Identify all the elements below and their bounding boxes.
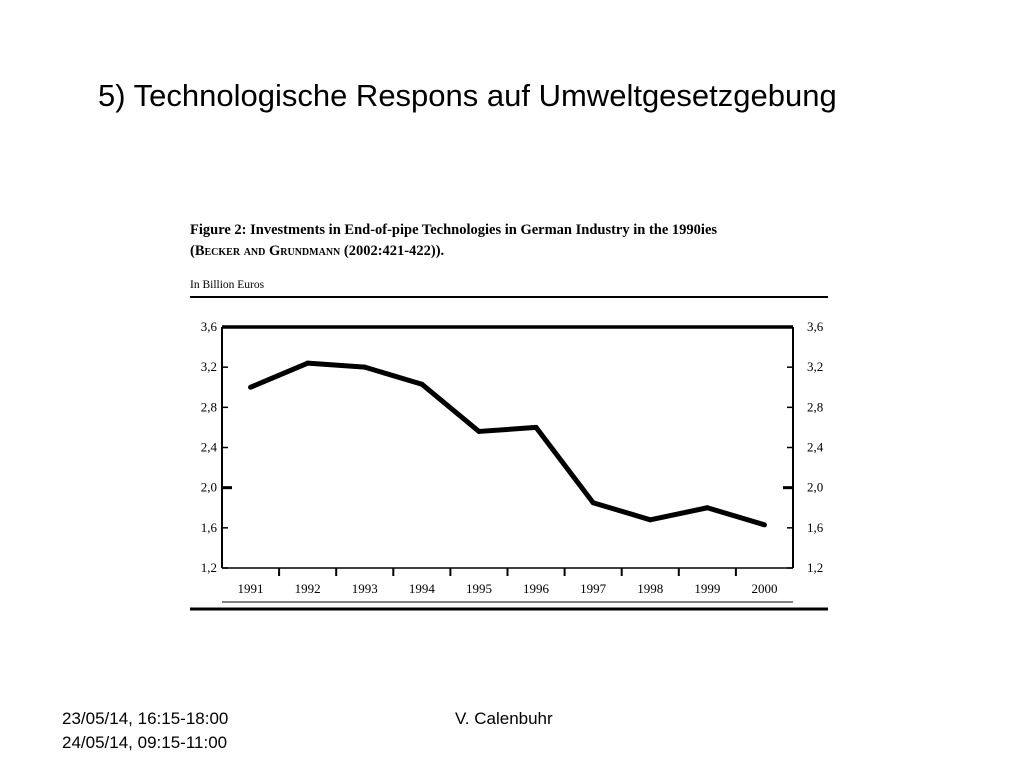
- data-point: [362, 364, 368, 370]
- x-tick-label: 1994: [409, 581, 436, 596]
- footer-author: V. Calenbuhr: [455, 709, 553, 728]
- data-point: [590, 500, 596, 506]
- y-tick-label-left: 2,4: [201, 440, 218, 455]
- x-tick-label: 1998: [637, 581, 663, 596]
- y-tick-label-left: 2,0: [201, 480, 217, 495]
- data-point: [248, 384, 254, 390]
- y-tick-label-left: 1,2: [201, 560, 217, 575]
- y-tick-label-left: 1,6: [201, 520, 218, 535]
- chart-title-authors: Becker and Grundmann: [194, 243, 341, 259]
- footer-date-2: 24/05/14, 09:15-11:00: [62, 733, 228, 752]
- x-tick-label: 2000: [751, 581, 777, 596]
- series-line: [249, 360, 766, 528]
- line-chart: 1,2 1,2 1,6 1,6 2,0 2,0 2,4 2,4 2,8 2,8 3,2 3,2 3,6 3…: [190, 296, 828, 611]
- y-tick-label-right: 2,4: [807, 440, 824, 455]
- y-tick-label-left: 3,2: [201, 359, 217, 374]
- y-tick-label-right: 3,6: [807, 319, 824, 334]
- x-tick-label: 1997: [580, 581, 607, 596]
- y-tick-label-right: 1,6: [807, 520, 824, 535]
- data-point: [761, 522, 767, 528]
- x-tick-label: 1996: [523, 581, 550, 596]
- y-tick-label-left: 2,8: [201, 399, 217, 414]
- chart-title-line2: (Becker and Grundmann (2002:421-422)).: [190, 241, 717, 262]
- data-point: [704, 505, 710, 511]
- chart-title-line1: Figure 2: Investments in End-of-pipe Tec…: [190, 222, 718, 238]
- footer-date-1: 23/05/14, 16:15-18:00: [62, 709, 229, 728]
- y-tick-label-right: 2,0: [807, 480, 823, 495]
- x-tick-label: 1993: [352, 581, 378, 596]
- data-point: [647, 517, 653, 523]
- chart-title-line2-pre: (: [190, 243, 195, 259]
- x-tick-label: 1999: [694, 581, 720, 596]
- x-tick-label: 1995: [466, 581, 492, 596]
- slide-title: 5) Technologische Respons auf Umweltgese…: [98, 78, 837, 113]
- x-tick-label: 1992: [295, 581, 321, 596]
- y-tick-label-right: 1,2: [807, 560, 823, 575]
- y-tick-label-right: 3,2: [807, 359, 823, 374]
- data-point: [476, 428, 482, 434]
- y-tick-label-right: 2,8: [807, 399, 823, 414]
- y-tick-label-left: 3,6: [201, 319, 218, 334]
- chart-figure: Figure 2: Investments in End-of-pipe Tec…: [188, 216, 838, 626]
- data-point: [305, 360, 311, 366]
- x-tick-label: 1991: [238, 581, 264, 596]
- footer-dates: 23/05/14, 16:15-18:00 24/05/14, 09:15-11…: [62, 707, 228, 755]
- data-point: [419, 381, 425, 387]
- chart-title: Figure 2: Investments in End-of-pipe Tec…: [190, 220, 717, 262]
- chart-title-line2-post: (2002:421-422)).: [340, 243, 445, 259]
- data-point: [533, 424, 539, 430]
- unit-label: In Billion Euros: [190, 279, 265, 291]
